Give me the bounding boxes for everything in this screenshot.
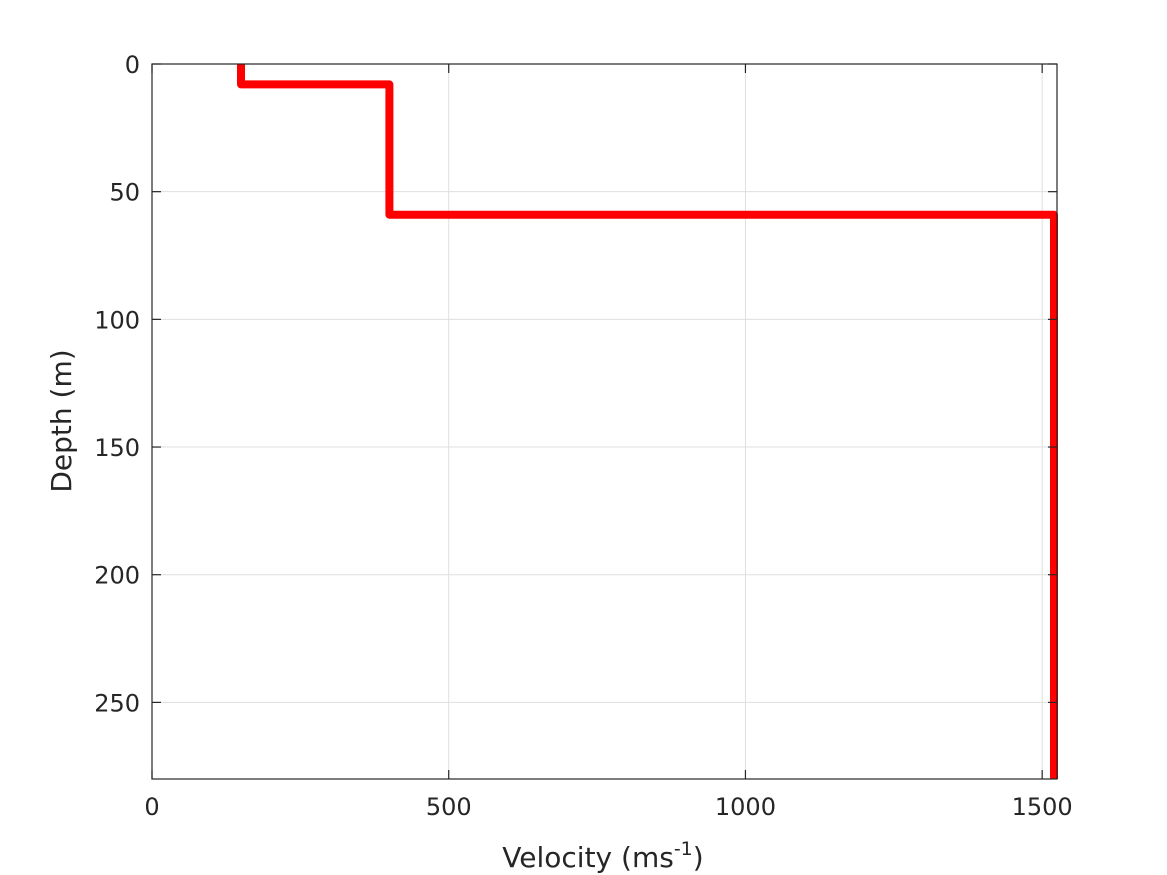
y-tick-label: 200 <box>94 562 140 590</box>
y-tick-label: 250 <box>94 689 140 717</box>
x-axis-label-suffix: ) <box>693 841 704 874</box>
x-tick-label: 1000 <box>715 793 776 821</box>
x-axis-label: Velocity (ms-1) <box>502 838 703 874</box>
velocity-profile-line <box>237 64 1058 779</box>
x-tick-label: 1500 <box>1012 793 1073 821</box>
y-tick-label: 0 <box>125 51 140 79</box>
x-tick-label: 500 <box>426 793 472 821</box>
x-axis-label-main: Velocity (ms <box>502 841 674 874</box>
series-layer <box>237 64 1058 779</box>
y-tick-label: 50 <box>109 179 140 207</box>
axes-box <box>151 63 1058 780</box>
y-axis-label: Depth (m) <box>45 349 78 492</box>
ticks <box>151 63 1057 779</box>
y-tick-label: 150 <box>94 434 140 462</box>
grid <box>151 63 1057 779</box>
x-tick-label: 0 <box>144 793 159 821</box>
tick-labels: 0 500 1000 1500 0 50 100 150 200 250 <box>94 51 1073 821</box>
x-axis-label-superscript: -1 <box>674 838 693 860</box>
y-tick-label: 100 <box>94 306 140 334</box>
